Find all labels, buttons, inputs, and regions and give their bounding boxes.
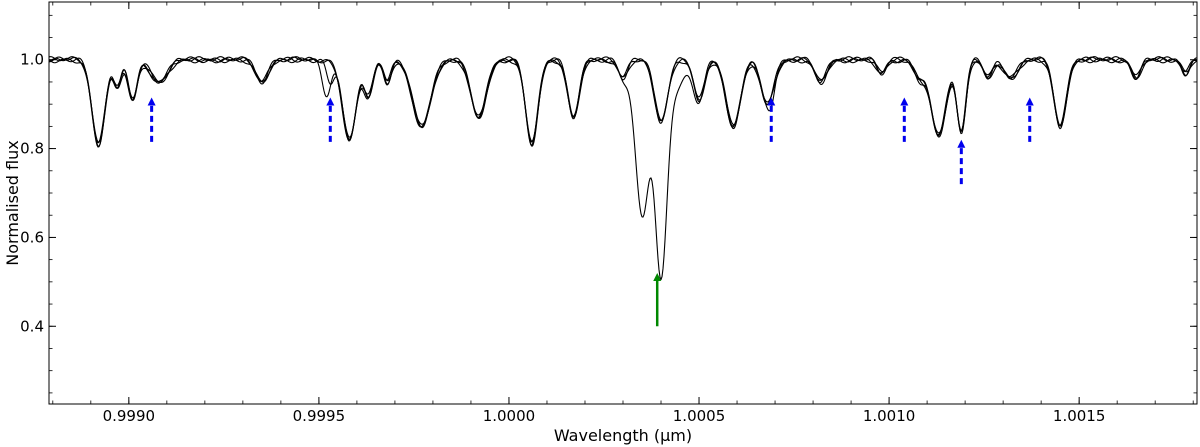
blue-dashed-arrow (147, 97, 156, 142)
spectrum-series (49, 56, 1197, 147)
x-tick-label: 1.0005 (673, 407, 726, 425)
arrow-annotations (147, 97, 1034, 327)
x-tick-label: 0.9995 (293, 407, 346, 425)
x-tick-label: 1.0010 (863, 407, 916, 425)
x-tick-label: 0.9990 (103, 407, 156, 425)
x-tick-label: 1.0000 (483, 407, 536, 425)
y-tick-label: 0.4 (20, 317, 44, 335)
green-arrow (653, 272, 662, 327)
blue-dashed-arrow (900, 97, 909, 142)
y-axis-label: Normalised flux (3, 140, 22, 265)
x-axis-label: Wavelength (μm) (554, 426, 692, 445)
y-tick-label: 0.6 (20, 228, 44, 246)
blue-dashed-arrow (1025, 97, 1034, 142)
blue-dashed-arrow (326, 97, 335, 142)
spectrum-series (49, 56, 1197, 148)
spectrum-series (49, 56, 1197, 146)
x-tick-label: 1.0015 (1053, 407, 1106, 425)
blue-dashed-arrow (767, 97, 776, 142)
axis-ticks: 0.9990 0.9995 1.0000 1.0005 1.0010 1.0015 0.4 0… (20, 2, 1197, 425)
y-tick-label: 0.8 (20, 140, 44, 158)
spectra-group (49, 56, 1197, 281)
spectrum-series (49, 56, 1197, 281)
blue-dashed-arrow (957, 139, 966, 185)
y-tick-label: 1.0 (20, 51, 44, 69)
